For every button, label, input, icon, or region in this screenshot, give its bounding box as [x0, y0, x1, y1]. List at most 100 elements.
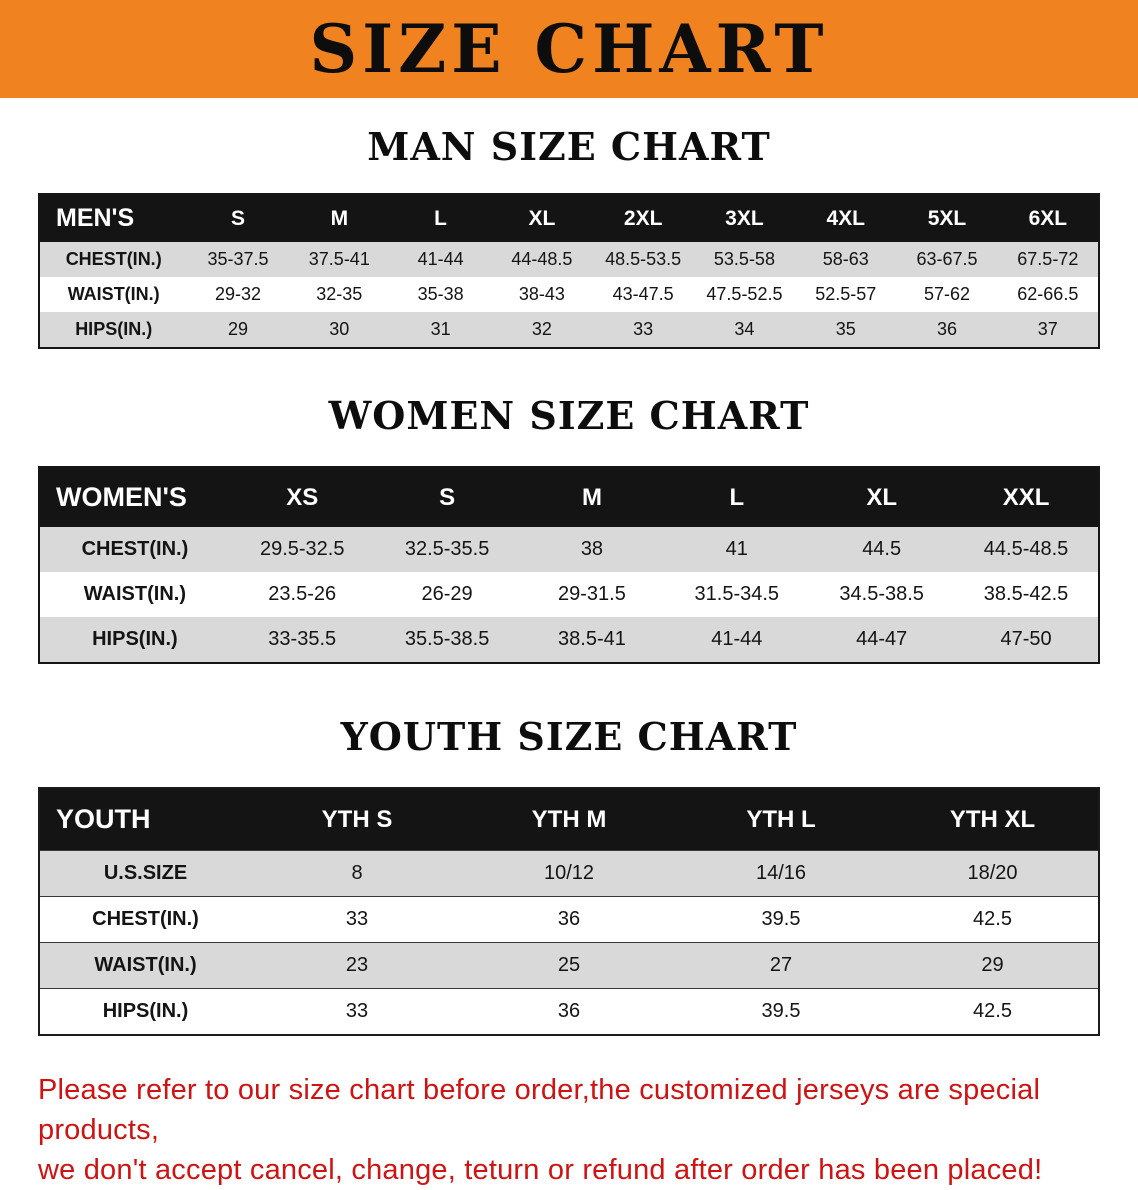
size-column-header: L: [664, 467, 810, 527]
size-value: 31: [430, 319, 451, 339]
table-header-row: YOUTH YTH S YTH M YTH L YTH XL: [39, 788, 1099, 851]
size-column-header: XL: [809, 467, 955, 527]
disclaimer-line-2: we don't accept cancel, change, teturn o…: [38, 1154, 1043, 1187]
size-column-header: 3XL: [693, 194, 796, 242]
size-value: 34.5-38.5: [839, 583, 924, 605]
size-value: 30: [329, 319, 350, 339]
size-value: 67.5-72: [1017, 249, 1079, 269]
size-column-header: YTH XL: [887, 788, 1099, 851]
size-value: 63-67.5: [916, 249, 978, 269]
table-row: HIPS(IN.) 33-35.5 35.5-38.5 38.5-41 41-44 44-…: [39, 617, 1099, 663]
size-value: 47-50: [1000, 628, 1052, 650]
disclaimer-line-1: Please refer to our size chart before or…: [38, 1074, 1041, 1147]
size-column-header: YTH M: [463, 788, 675, 851]
section-youth: YOUTH SIZE CHART YOUTH YTH S YTH M YTH L YTH…: [0, 714, 1138, 1036]
size-value: 34: [734, 319, 755, 339]
size-value: 33: [251, 896, 463, 943]
size-value: 36: [936, 319, 958, 339]
section-women: WOMEN SIZE CHART WOMEN'S XS S M L XL XXL CHEST(…: [0, 393, 1138, 664]
size-value: 33: [251, 988, 463, 1035]
size-value: 29-32: [215, 284, 262, 304]
row-label: U.S.SIZE: [39, 850, 251, 897]
size-column-header: YTH L: [675, 788, 887, 851]
size-value: 29: [887, 942, 1099, 989]
row-label: HIPS(IN.): [75, 319, 153, 339]
table-row: CHEST(IN.) 33 36 39.5 42.5: [39, 896, 1099, 943]
size-column-header: XL: [491, 194, 593, 242]
size-value: 38.5-42.5: [983, 583, 1069, 605]
banner: SIZE CHART: [0, 0, 1138, 98]
row-label: WAIST(IN.): [67, 284, 160, 304]
size-value: 44.5-48.5: [983, 538, 1069, 560]
size-value: 41-44: [711, 628, 763, 650]
table-row: HIPS(IN.) 29 30 31 32 33 34 35 36 37: [39, 312, 1099, 348]
size-value: 52.5-57: [815, 284, 877, 304]
size-value: 23: [251, 942, 463, 989]
size-value: 23.5-26: [268, 583, 337, 605]
size-column-header: L: [389, 194, 492, 242]
row-label: CHEST(IN.): [81, 538, 189, 560]
size-value: 35.5-38.5: [404, 628, 490, 650]
size-column-header: 4XL: [795, 194, 897, 242]
size-value: 44.5: [862, 538, 902, 560]
size-value: 38: [580, 538, 604, 560]
size-value: 41: [725, 538, 748, 560]
table-title-cell: YOUTH: [39, 788, 251, 851]
size-value: 57-62: [923, 284, 971, 304]
table-row: CHEST(IN.) 29.5-32.5 32.5-35.5 38 41 44.5 44.5…: [39, 527, 1099, 572]
table-title-cell: MEN'S: [39, 194, 188, 242]
size-value: 35-38: [417, 284, 464, 304]
size-value: 33-35.5: [268, 628, 337, 650]
size-value: 35: [835, 319, 856, 339]
table-row: U.S.SIZE 8 10/12 14/16 18/20: [39, 850, 1099, 897]
row-label: WAIST(IN.): [39, 942, 251, 989]
size-value: 29: [228, 319, 249, 339]
size-chart-sections: MAN SIZE CHART MEN'S S M L XL 2XL 3XL 4XL 5XL 6XL…: [0, 124, 1138, 1036]
size-value: 35-37.5: [207, 249, 269, 269]
size-value: 31.5-34.5: [694, 583, 780, 605]
size-value: 26-29: [421, 583, 473, 605]
size-value: 39.5: [675, 896, 887, 943]
size-value: 37: [1037, 319, 1058, 339]
size-value: 10/12: [463, 850, 675, 897]
size-value: 27: [675, 942, 887, 989]
row-label: CHEST(IN.): [39, 896, 251, 943]
size-value: 36: [463, 896, 675, 943]
row-label: CHEST(IN.): [65, 249, 162, 269]
size-value: 42.5: [887, 896, 1099, 943]
size-value: 37.5-41: [308, 249, 370, 269]
table-header-row: WOMEN'S XS S M L XL XXL: [39, 467, 1099, 527]
size-value: 47.5-52.5: [706, 284, 783, 304]
size-value: 32.5-35.5: [404, 538, 490, 560]
size-column-header: S: [187, 194, 289, 242]
men-size-table: MEN'S S M L XL 2XL 3XL 4XL 5XL 6XL CHEST(IN.) 35-37…: [38, 193, 1100, 349]
size-value: 32-35: [316, 284, 363, 304]
size-column-header: YTH S: [251, 788, 463, 851]
size-column-header: 6XL: [997, 194, 1099, 242]
size-value: 32: [531, 319, 552, 339]
table-row: WAIST(IN.) 23 25 27 29: [39, 942, 1099, 989]
table-header-row: MEN'S S M L XL 2XL 3XL 4XL 5XL 6XL: [39, 194, 1099, 242]
size-value: 33: [633, 319, 654, 339]
size-column-header: S: [374, 467, 520, 527]
size-value: 38.5-41: [558, 628, 626, 650]
size-value: 58-63: [822, 249, 869, 269]
size-column-header: XS: [229, 467, 375, 527]
page-title: SIZE CHART: [309, 10, 829, 88]
table-row: WAIST(IN.) 29-32 32-35 35-38 38-43 43-47.5 47.…: [39, 277, 1099, 312]
row-label: HIPS(IN.): [39, 988, 251, 1035]
men-size-chart-heading: MAN SIZE CHART: [367, 124, 771, 169]
size-value: 43-47.5: [612, 284, 674, 304]
row-label: WAIST(IN.): [83, 583, 186, 605]
size-value: 14/16: [675, 850, 887, 897]
size-value: 29.5-32.5: [259, 538, 345, 560]
women-size-table: WOMEN'S XS S M L XL XXL CHEST(IN.) 29.5-32.5 32.5…: [38, 466, 1100, 664]
table-row: WAIST(IN.) 23.5-26 26-29 29-31.5 31.5-34.5 34…: [39, 572, 1099, 617]
table-row: HIPS(IN.) 33 36 39.5 42.5: [39, 988, 1099, 1035]
youth-size-table: YOUTH YTH S YTH M YTH L YTH XL U.S.SIZE 8 10/12…: [38, 787, 1100, 1036]
size-value: 62-66.5: [1017, 284, 1079, 304]
section-men: MAN SIZE CHART MEN'S S M L XL 2XL 3XL 4XL 5XL 6XL…: [0, 124, 1138, 349]
size-value: 39.5: [675, 988, 887, 1035]
size-value: 18/20: [887, 850, 1099, 897]
